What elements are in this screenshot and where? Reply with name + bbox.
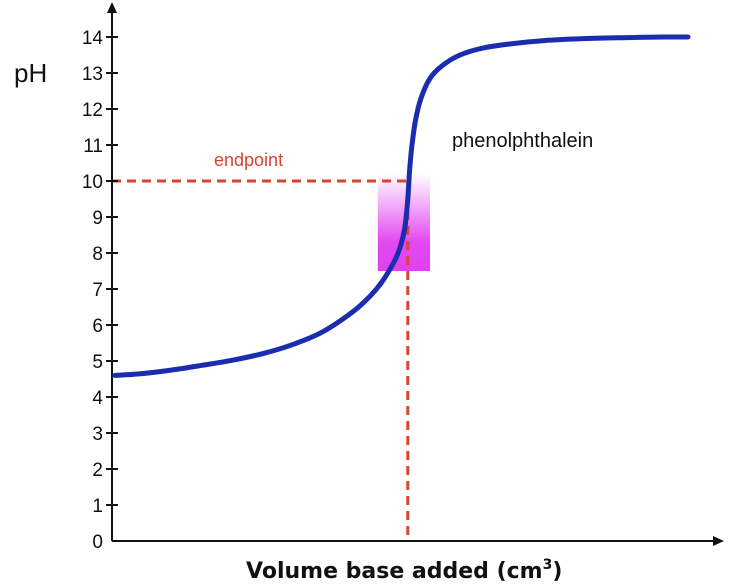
y-tick-label: 7 [92, 280, 103, 301]
y-tick-label: 10 [82, 172, 103, 193]
x-axis-label-superscript: 3 [543, 557, 553, 573]
y-tick-label: 1 [92, 496, 103, 517]
endpoint-label: endpoint [214, 150, 283, 170]
x-axis-label-main: Volume base added (cm [246, 559, 543, 584]
y-tick-label: 9 [92, 208, 103, 229]
y-tick-label: 5 [92, 352, 103, 373]
y-tick-label: 12 [82, 100, 103, 121]
y-tick-label: 2 [92, 460, 103, 481]
x-axis-label-close: ) [552, 559, 562, 584]
y-tick-label: 4 [92, 388, 103, 409]
x-axis-arrow [713, 536, 724, 546]
indicator-label: phenolphthalein [452, 130, 593, 152]
x-axis-label: Volume base added (cm3) [246, 557, 562, 584]
y-axis-label: pH [14, 58, 47, 88]
y-tick-label: 8 [92, 244, 103, 265]
y-tick-label: 3 [92, 424, 103, 445]
y-tick-label: 14 [82, 28, 104, 49]
y-tick-label: 6 [92, 316, 103, 337]
y-tick-label: 0 [92, 532, 103, 553]
y-tick-label: 11 [83, 136, 103, 157]
y-tick-label: 13 [82, 64, 103, 85]
y-axis-arrow [107, 2, 117, 13]
titration-curve [112, 34, 691, 378]
